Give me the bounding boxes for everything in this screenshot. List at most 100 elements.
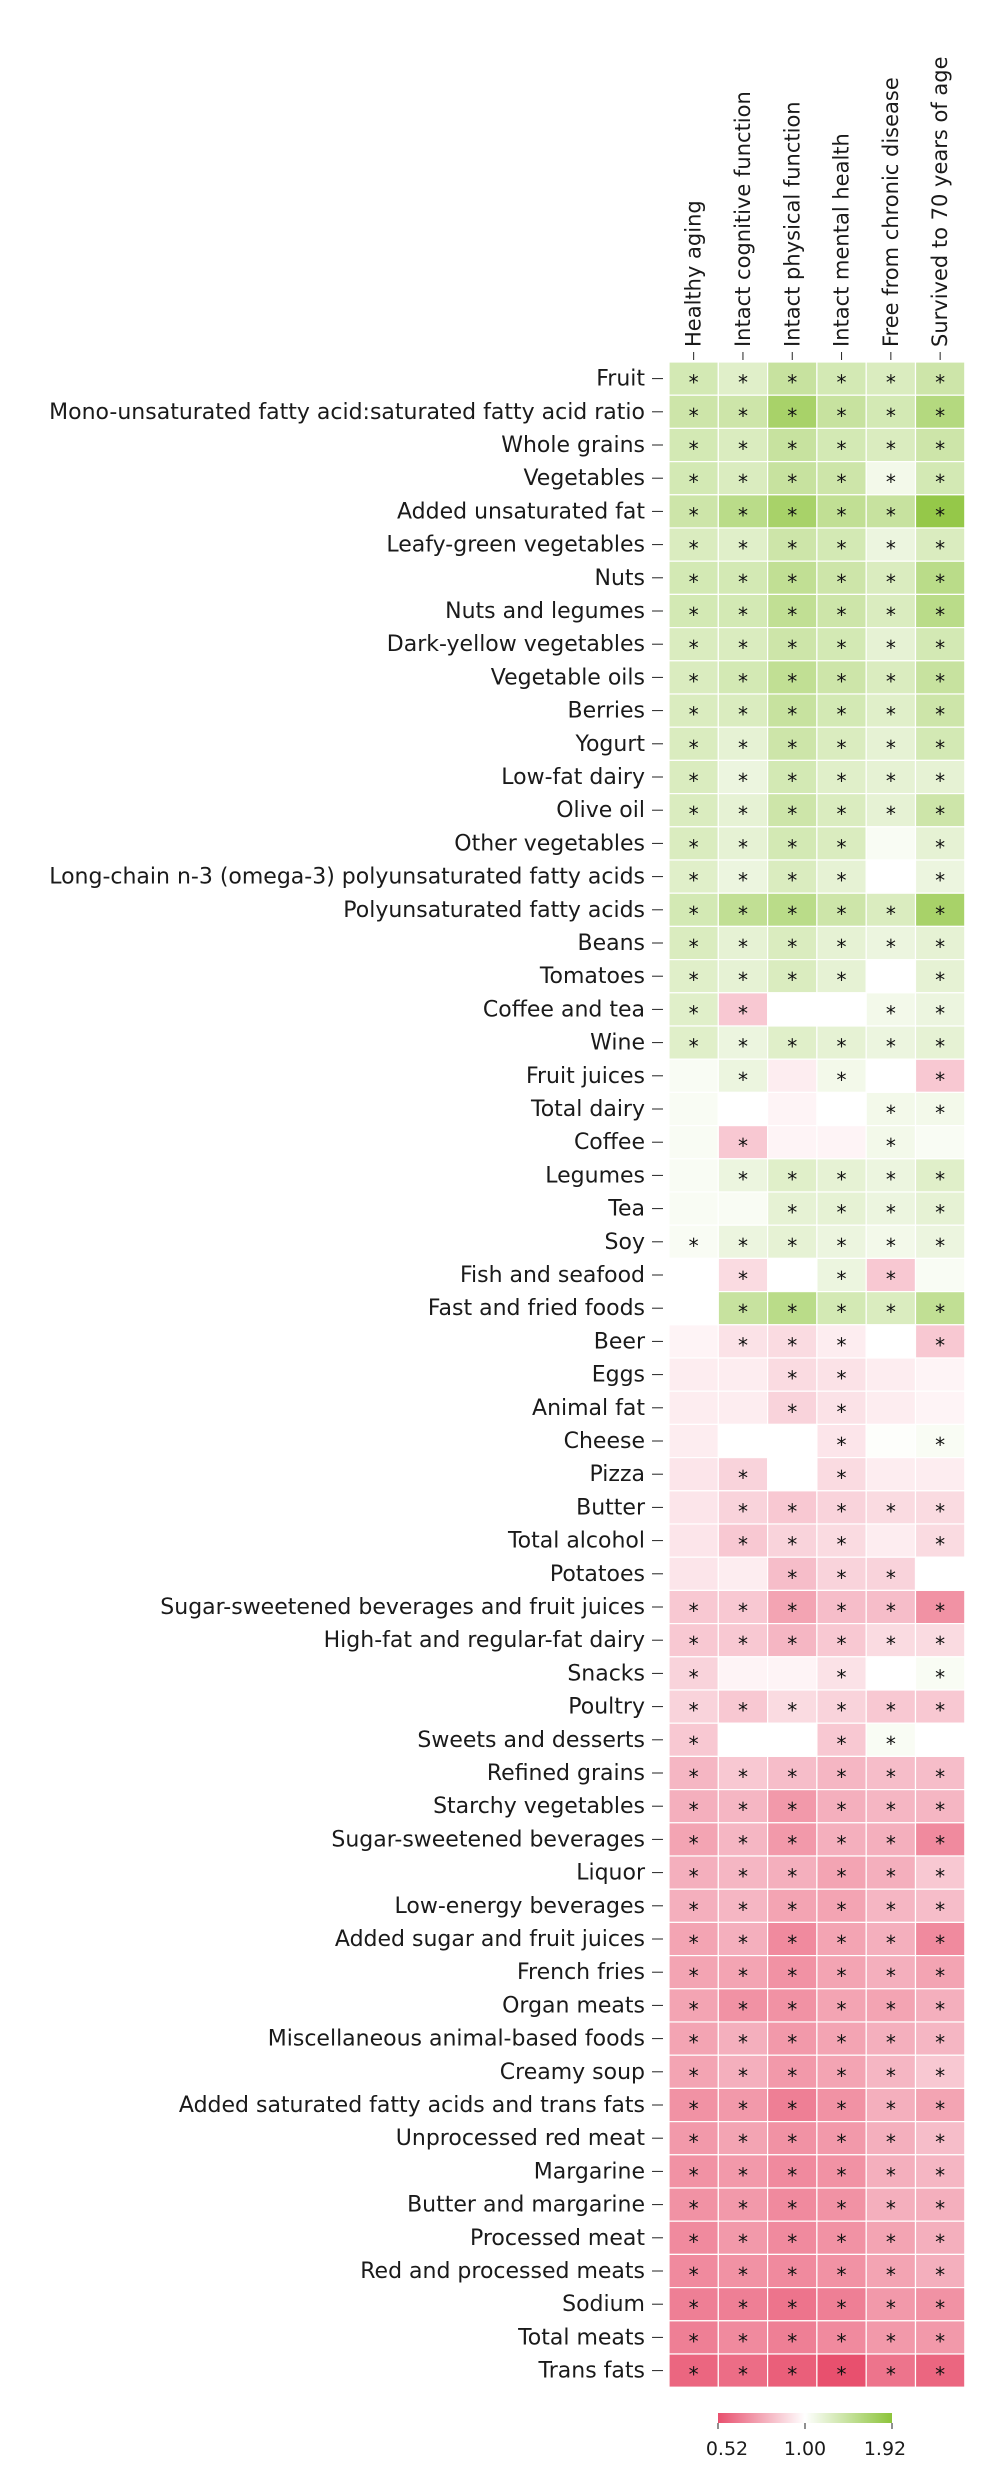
heatmap-cell xyxy=(668,1357,719,1392)
significance-star: * xyxy=(738,2363,748,2387)
heatmap-cell xyxy=(717,1755,769,1791)
heatmap-cell xyxy=(668,1622,719,1658)
heatmap-cell xyxy=(816,859,867,894)
heatmap-cell xyxy=(766,792,818,828)
row-label: Low-energy beverages xyxy=(395,1894,645,1919)
significance-star: * xyxy=(738,570,748,594)
significance-star: * xyxy=(689,470,699,494)
significance-star: * xyxy=(738,736,748,760)
heatmap-cell xyxy=(865,2353,917,2388)
significance-star: * xyxy=(787,1400,797,1424)
column-label: Free from chronic disease xyxy=(879,77,903,347)
row-label: French fries xyxy=(517,1960,645,1985)
significance-star: * xyxy=(837,2363,847,2387)
significance-star: * xyxy=(738,1466,748,1490)
heatmap-cell xyxy=(914,1855,966,1890)
heatmap-cell xyxy=(766,1855,818,1890)
row-label: Pizza xyxy=(590,1462,645,1487)
column-label: Intact cognitive function xyxy=(731,91,755,347)
heatmap-cell xyxy=(914,2253,966,2289)
legend-label-mid: 1.00 xyxy=(784,2438,826,2460)
row-label: Organ meats xyxy=(502,1993,645,2018)
heatmap-cell xyxy=(914,2320,966,2355)
heatmap-cell xyxy=(766,1058,818,1093)
heatmap-cell xyxy=(816,626,867,662)
significance-star: * xyxy=(837,1632,847,1656)
significance-star: * xyxy=(738,769,748,793)
significance-star: * xyxy=(837,1068,847,1092)
significance-star: * xyxy=(738,1068,748,1092)
heatmap-cell xyxy=(717,925,769,961)
significance-star: * xyxy=(935,1433,945,1457)
heatmap-cell xyxy=(914,1988,966,2023)
heatmap-cell xyxy=(865,1257,917,1293)
heatmap-cell xyxy=(865,958,917,994)
heatmap-cell xyxy=(914,1091,966,1127)
significance-star: * xyxy=(738,2031,748,2055)
heatmap-cell xyxy=(816,792,867,828)
heatmap-cell xyxy=(865,1722,917,1757)
heatmap-cell xyxy=(914,2054,966,2089)
significance-star: * xyxy=(689,1599,699,1623)
significance-star: * xyxy=(738,603,748,627)
heatmap-cell xyxy=(914,925,966,961)
heatmap-cell xyxy=(668,527,719,562)
significance-star: * xyxy=(935,769,945,793)
heatmap-cell xyxy=(865,726,917,762)
significance-star: * xyxy=(787,570,797,594)
significance-star: * xyxy=(738,1499,748,1523)
heatmap-cell xyxy=(668,2253,719,2289)
significance-star: * xyxy=(935,503,945,527)
heatmap-cell xyxy=(668,2054,719,2089)
column-label: Healthy aging xyxy=(682,200,706,347)
significance-star: * xyxy=(689,669,699,693)
row-label: Poultry xyxy=(568,1695,645,1720)
heatmap-cell xyxy=(914,1357,966,1392)
significance-star: * xyxy=(935,2263,945,2287)
heatmap-cell xyxy=(668,759,719,795)
significance-star: * xyxy=(689,2230,699,2254)
heatmap-cell xyxy=(914,1954,966,1990)
significance-star: * xyxy=(886,2031,896,2055)
significance-star: * xyxy=(886,1201,896,1225)
significance-star: * xyxy=(837,1466,847,1490)
heatmap-cell xyxy=(865,1556,917,1591)
heatmap-cell xyxy=(914,1124,966,1160)
significance-star: * xyxy=(787,503,797,527)
significance-star: * xyxy=(837,769,847,793)
significance-markers: * * * * * * * * * * * * * * * * * * * * * * * * * * * * * * * * * * * * * * * *… xyxy=(689,371,946,2387)
significance-star: * xyxy=(787,2363,797,2387)
significance-star: * xyxy=(787,935,797,959)
significance-star: * xyxy=(738,968,748,992)
heatmap-cell xyxy=(816,560,867,596)
significance-star: * xyxy=(787,2130,797,2154)
significance-star: * xyxy=(787,2296,797,2320)
row-label: Long-chain n-3 (omega-3) polyunsaturated… xyxy=(49,865,645,890)
significance-star: * xyxy=(689,437,699,461)
heatmap-cell xyxy=(816,1921,867,1957)
significance-star: * xyxy=(837,437,847,461)
significance-star: * xyxy=(886,2230,896,2254)
significance-star: * xyxy=(837,2296,847,2320)
significance-star: * xyxy=(787,736,797,760)
heatmap-cell xyxy=(766,2021,818,2056)
significance-star: * xyxy=(738,2130,748,2154)
significance-star: * xyxy=(738,1533,748,1557)
heatmap-cell xyxy=(816,2087,867,2123)
significance-star: * xyxy=(886,2197,896,2221)
significance-star: * xyxy=(837,968,847,992)
heatmap-cell xyxy=(717,2087,769,2123)
significance-star: * xyxy=(886,1997,896,2021)
significance-star: * xyxy=(886,470,896,494)
heatmap-cell xyxy=(668,1523,719,1558)
row-label: Low-fat dairy xyxy=(501,765,645,790)
significance-star: * xyxy=(787,1798,797,1822)
significance-star: * xyxy=(689,703,699,727)
significance-star: * xyxy=(689,2197,699,2221)
heatmap-cell xyxy=(668,1855,719,1890)
significance-star: * xyxy=(738,1167,748,1191)
heatmap-cell xyxy=(816,759,867,795)
significance-star: * xyxy=(837,1167,847,1191)
heatmap-cell xyxy=(865,992,917,1027)
significance-star: * xyxy=(935,1665,945,1689)
